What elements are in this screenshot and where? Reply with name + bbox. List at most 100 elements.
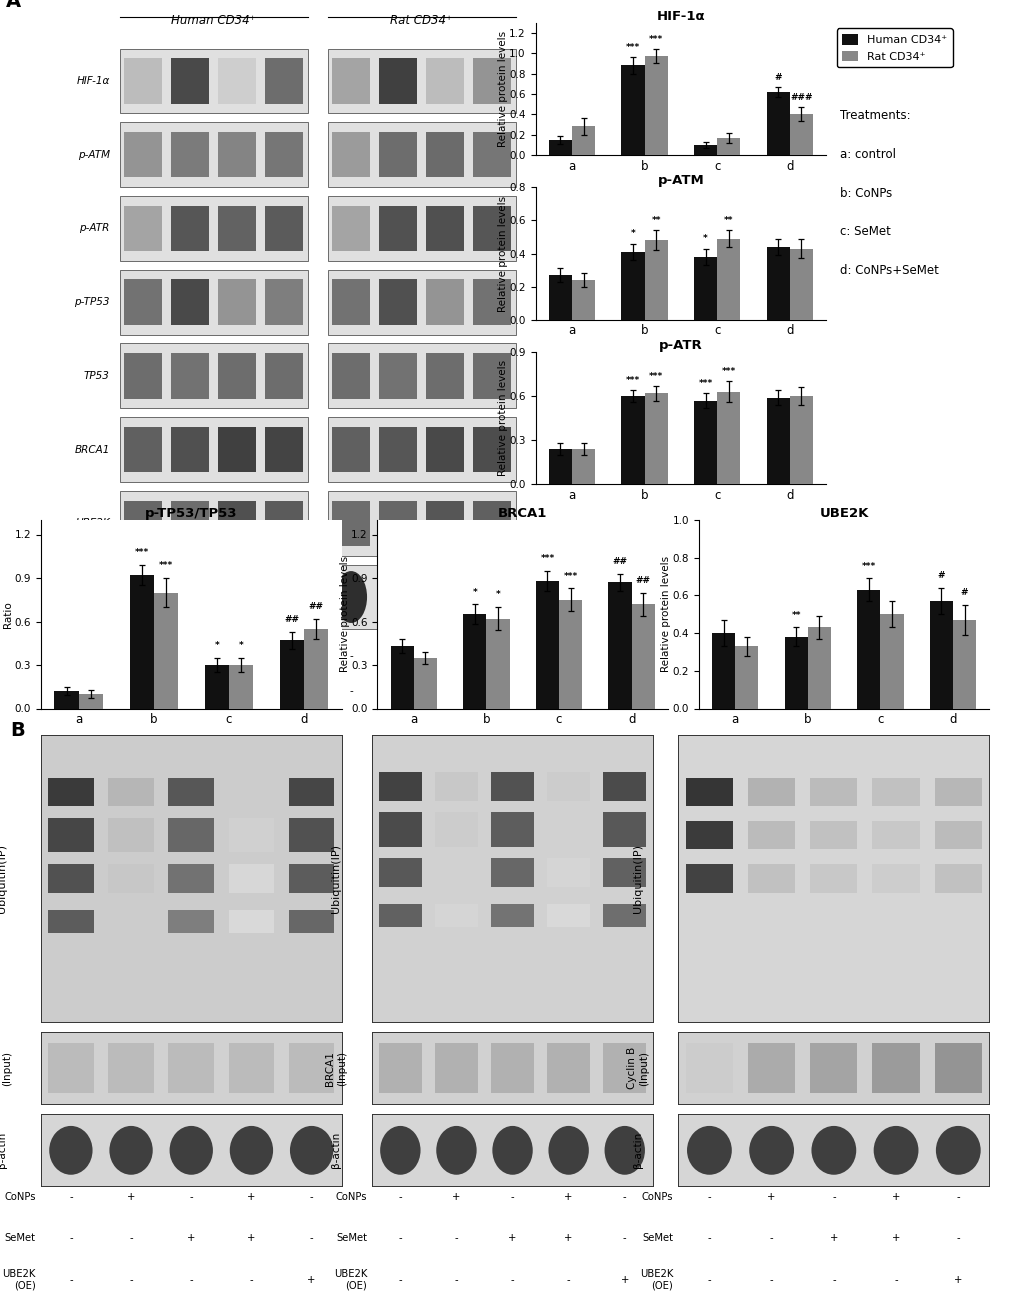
Text: -: - <box>69 1275 72 1284</box>
Ellipse shape <box>229 1126 273 1175</box>
Bar <box>379 205 417 251</box>
Text: -: - <box>142 651 145 660</box>
Ellipse shape <box>49 1126 93 1175</box>
Bar <box>809 1043 857 1093</box>
Bar <box>685 863 733 893</box>
Text: ***: *** <box>626 43 640 52</box>
Bar <box>435 903 477 927</box>
Text: ***: *** <box>648 372 662 381</box>
Ellipse shape <box>380 1126 420 1175</box>
Ellipse shape <box>169 1126 213 1175</box>
Text: -: - <box>69 1192 72 1201</box>
Text: Ubiquitin(IP): Ubiquitin(IP) <box>0 844 7 913</box>
Bar <box>332 133 370 178</box>
Bar <box>332 280 370 325</box>
Text: +: + <box>487 686 496 696</box>
Bar <box>631 604 654 708</box>
Bar <box>685 777 733 806</box>
Bar <box>218 500 256 546</box>
Bar <box>265 426 303 472</box>
Text: c: SeMet: c: SeMet <box>840 225 891 238</box>
Bar <box>218 58 256 104</box>
Bar <box>379 500 417 546</box>
Bar <box>168 777 214 806</box>
Text: ***: *** <box>861 562 875 571</box>
Bar <box>685 1043 733 1093</box>
Text: +: + <box>440 686 449 696</box>
Text: -: - <box>398 1192 401 1201</box>
Bar <box>603 858 645 887</box>
Text: SeMet: SeMet <box>642 1234 673 1243</box>
Text: *: * <box>495 590 500 599</box>
Text: #: # <box>936 571 945 580</box>
Text: -: - <box>190 1192 193 1201</box>
Bar <box>119 196 308 261</box>
Bar <box>379 133 417 178</box>
Bar <box>265 58 303 104</box>
Bar <box>716 138 740 155</box>
Bar <box>332 58 370 104</box>
Text: -: - <box>348 651 353 660</box>
Text: -: - <box>442 651 446 660</box>
Bar <box>304 629 328 708</box>
Ellipse shape <box>221 571 253 623</box>
Bar <box>952 620 975 709</box>
Bar <box>491 812 533 846</box>
Bar <box>572 448 595 485</box>
Bar <box>119 48 308 113</box>
Bar <box>228 777 274 806</box>
Text: SeMet: SeMet <box>336 1234 367 1243</box>
Bar <box>856 590 879 709</box>
Bar <box>765 398 789 485</box>
Text: #: # <box>773 73 782 82</box>
Bar <box>154 593 177 709</box>
Text: ***: *** <box>540 554 554 563</box>
Bar <box>124 354 162 399</box>
Bar <box>621 65 644 155</box>
Ellipse shape <box>335 571 367 623</box>
Bar <box>332 426 370 472</box>
Bar <box>327 48 515 113</box>
Bar <box>218 354 256 399</box>
Bar <box>473 205 511 251</box>
Text: +: + <box>279 686 288 696</box>
Text: **: ** <box>651 216 660 225</box>
Bar <box>265 354 303 399</box>
Bar <box>218 280 256 325</box>
Text: CoNPs: CoNPs <box>641 1192 673 1201</box>
Bar <box>491 903 533 927</box>
Bar <box>414 658 437 708</box>
Bar <box>124 500 162 546</box>
Text: Ubiquitin(IP): Ubiquitin(IP) <box>330 844 340 913</box>
Bar <box>473 58 511 104</box>
Bar <box>288 777 334 806</box>
Bar <box>379 58 417 104</box>
Bar <box>379 354 417 399</box>
Text: a: control: a: control <box>840 148 896 161</box>
Text: +: + <box>232 686 242 696</box>
Text: SeMet: SeMet <box>77 686 110 696</box>
Bar <box>108 910 154 932</box>
Text: p-ATM: p-ATM <box>77 150 110 160</box>
Bar <box>711 633 735 709</box>
Bar <box>933 1043 981 1093</box>
Bar <box>685 820 733 849</box>
Text: +: + <box>185 651 195 660</box>
Text: β-actin: β-actin <box>0 1132 7 1169</box>
Bar <box>547 812 589 846</box>
Text: +: + <box>451 1192 461 1201</box>
Bar <box>789 114 812 155</box>
Bar <box>473 280 511 325</box>
Bar <box>572 280 595 320</box>
Text: B: B <box>10 722 24 741</box>
Text: -: - <box>190 1275 193 1284</box>
Bar <box>228 910 274 932</box>
Bar <box>435 858 477 887</box>
Text: BRCA1
(Input): BRCA1 (Input) <box>325 1050 346 1086</box>
Bar <box>379 1043 421 1093</box>
Ellipse shape <box>476 571 507 623</box>
Bar <box>621 396 644 485</box>
Bar <box>168 863 214 893</box>
Bar <box>435 772 477 801</box>
Bar <box>327 564 515 629</box>
